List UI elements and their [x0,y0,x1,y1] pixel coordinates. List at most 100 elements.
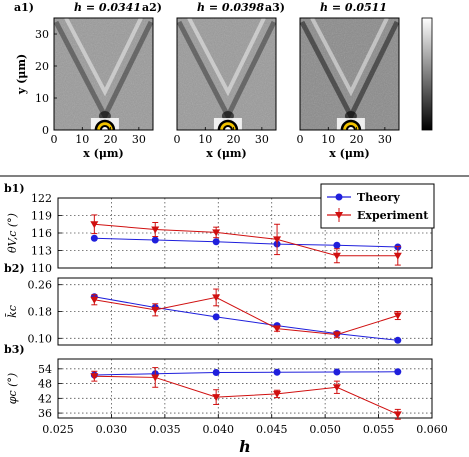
y-tick-label: 0.26 [28,279,53,292]
series-line [94,223,398,257]
y-tick-label: 36 [38,407,52,420]
data-point [90,296,99,304]
data-point [90,234,98,242]
x-tick-label: 0.060 [416,423,448,436]
x-tick-label: 0.045 [256,423,288,436]
y-tick-label: 0 [42,124,49,137]
data-point [90,221,99,229]
data-point [393,312,402,320]
data-point [212,229,221,237]
y-tick-label: 10 [35,92,49,105]
x-tick-label: 0 [297,133,304,146]
data-point [151,236,159,244]
series-theory [90,234,402,251]
data-point [212,294,221,302]
x-tick-label: 0 [174,133,181,146]
x-tick-label: 0.055 [363,423,395,436]
series-line [94,296,398,336]
y-tick-label: 116 [31,227,52,240]
image-panel-3: a3) h = 0.0511 0 10 20 30 x (μm) [265,1,400,160]
y-axis-label: θV,c (°) [6,213,19,253]
plot-tag: b2) [4,262,25,275]
y-tick-label: 110 [31,262,52,275]
y-tick-label: 0.10 [28,332,53,345]
series-experiment [90,214,402,266]
panel-tag: a1) [14,1,34,14]
data-point [394,368,402,376]
panel-tag: a3) [265,1,285,14]
data-point [212,394,221,402]
data-point [273,368,281,376]
line-plots: b1) 110 113 116 119 122 θV,c (°) Theory Experime… [4,182,448,456]
data-point [332,331,341,339]
colorbar [421,17,433,131]
x-tick-label: 0.030 [96,423,128,436]
y-tick-label: 122 [31,192,52,205]
y-tick-label: 30 [35,28,49,41]
y-tick-label: 54 [38,363,52,376]
x-tick-label: 20 [104,133,118,146]
h-value-label: h = 0.0398 [197,1,264,14]
data-point [393,252,402,260]
x-axis-label: x (μm) [206,147,247,160]
data-point [394,336,402,344]
plot-frame [57,197,433,269]
x-tick-label: 0.035 [149,423,181,436]
data-point [273,325,282,333]
x-axis-label: x (μm) [329,147,370,160]
y-tick-label: 119 [31,210,52,223]
data-point [333,241,341,249]
x-tick-label: 0.050 [309,423,341,436]
x-tick-label: 0.025 [42,423,74,436]
plot-tag: b1) [4,182,25,195]
y-axis-label: k̄c [6,305,19,318]
x-tick-label: 0.040 [203,423,235,436]
data-point [212,238,220,246]
y-tick-label: 20 [35,60,49,73]
x-tick-label: 10 [198,133,212,146]
data-point [212,313,220,321]
data-point [273,236,282,244]
x-tick-label: 10 [321,133,335,146]
legend-marker [335,193,343,201]
h-value-label: h = 0.0341 [74,1,141,14]
data-point [151,374,160,382]
series-line [94,296,398,341]
data-point [333,368,341,376]
data-point [332,252,341,260]
x-tick-label: 0 [51,133,58,146]
y-tick-label: 48 [38,378,52,391]
x-tick-label: 10 [75,133,89,146]
series-theory [90,293,402,344]
legend-label: Experiment [357,209,429,222]
x-axis-label: x (μm) [83,147,124,160]
plot-frame [57,277,433,346]
y-tick-label: 42 [38,392,52,405]
series-line [94,375,399,415]
y-axis-label: φc (°) [6,373,19,404]
data-point [332,384,341,392]
series-line [94,237,398,248]
x-tick-label: 30 [132,133,146,146]
data-point [273,390,282,398]
plot-1: b1) 110 113 116 119 122 θV,c (°) Theory Experime… [4,182,435,275]
x-tick-label: 20 [227,133,241,146]
y-axis-label: y (μm) [15,54,28,95]
plot-frame [57,358,433,419]
data-point [151,226,160,234]
x-tick-label: 20 [350,133,364,146]
image-panel-2: a2) h = 0.0398 0 10 20 30 x (μm) [142,1,277,160]
x-tick-label: 30 [378,133,392,146]
data-point [212,369,220,377]
y-tick-label: 0.18 [28,306,53,319]
plot-2: b2) 0.10 0.18 0.26 k̄c [4,262,433,346]
x-tick-label: 30 [255,133,269,146]
panel-tag: a2) [142,1,162,14]
h-value-label: h = 0.0511 [320,1,387,14]
legend-label: Theory [357,191,400,204]
image-panel-1: a1) h = 0.0341 0 10 20 30 x (μm) 0 10 20 30 y (μm) [14,1,154,160]
data-point [90,373,99,381]
